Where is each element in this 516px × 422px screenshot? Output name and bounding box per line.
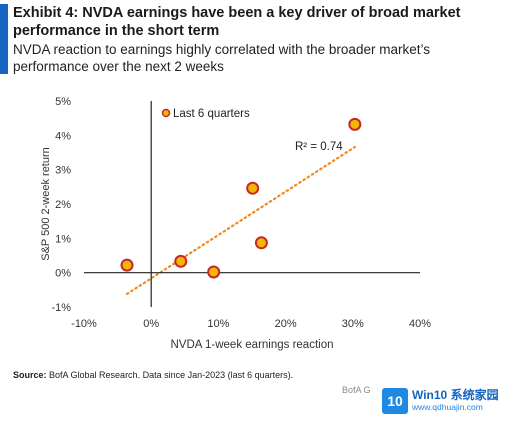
watermark-main: Win10 系统家园 (412, 388, 499, 402)
data-point (254, 236, 268, 250)
watermark-url: www.qdhuajin.com (412, 402, 483, 412)
x-tick-labels: -10% 0% 10% 20% 30% 40% (71, 318, 431, 330)
source-note: Source: BofA Global Research. Data since… (13, 370, 293, 380)
y-tick-label: 4% (55, 130, 71, 142)
source-text: BofA Global Research. Data since Jan-202… (46, 370, 294, 380)
watermark-logo: 10 (382, 388, 408, 414)
legend-label: Last 6 quarters (173, 108, 250, 120)
y-axis-label: S&P 500 2-week return (40, 147, 52, 261)
chart-title: Exhibit 4: NVDA earnings have been a key… (13, 5, 461, 39)
y-tick-labels: -1% 0% 1% 2% 3% 4% 5% (51, 96, 71, 314)
x-tick-label: 30% (342, 318, 364, 330)
y-tick-label: 2% (55, 199, 71, 211)
x-tick-label: 10% (207, 318, 229, 330)
watermark-text: Win10 系统家园 www.qdhuajin.com (412, 389, 499, 413)
chart-subtitle: NVDA reaction to earnings highly correla… (13, 42, 430, 74)
data-point (246, 181, 260, 195)
y-tick-label: 0% (55, 268, 71, 280)
data-point (174, 254, 188, 268)
accent-bar (0, 4, 8, 74)
trendline (125, 145, 356, 296)
x-axis-label: NVDA 1-week earnings reaction (171, 339, 334, 351)
x-tick-label: 0% (143, 318, 159, 330)
y-tick-label: 5% (55, 96, 71, 108)
points-layer (120, 117, 362, 279)
data-point (348, 117, 362, 131)
x-tick-label: -10% (71, 318, 97, 330)
y-tick-label: 1% (55, 233, 71, 245)
y-tick-label: 3% (55, 165, 71, 177)
data-point (207, 265, 221, 279)
x-tick-label: 20% (275, 318, 297, 330)
y-tick-label: -1% (51, 302, 71, 314)
data-point (120, 258, 134, 272)
r-squared-annotation: R² = 0.74 (295, 141, 343, 153)
legend-marker (161, 108, 171, 118)
corner-note: BofA G (342, 385, 371, 395)
trendline-layer (125, 145, 356, 296)
x-tick-label: 40% (409, 318, 431, 330)
source-label: Source: (13, 370, 47, 380)
watermark: 10 Win10 系统家园 www.qdhuajin.com (382, 388, 499, 414)
